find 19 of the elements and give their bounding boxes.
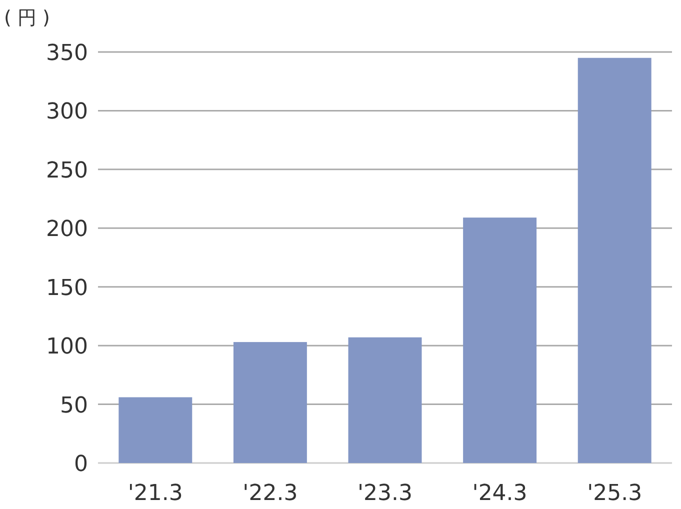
y-tick-label: 50 <box>60 393 88 418</box>
y-tick-label: 150 <box>46 276 88 301</box>
x-tick-label: '23.3 <box>357 481 413 506</box>
y-tick-label: 0 <box>74 452 88 477</box>
y-axis-title: ( 円 ) <box>4 7 50 29</box>
y-tick-label: 300 <box>46 100 88 125</box>
bar <box>118 397 192 463</box>
y-tick-label: 100 <box>46 334 88 360</box>
y-tick-label: 350 <box>46 41 88 66</box>
bar <box>233 342 307 463</box>
x-tick-label: '24.3 <box>472 481 528 506</box>
x-tick-label: '22.3 <box>242 481 298 506</box>
bar <box>348 337 422 463</box>
y-tick-label: 250 <box>46 158 88 184</box>
y-tick-label: 200 <box>46 217 88 242</box>
bar <box>578 58 652 463</box>
x-tick-label: '25.3 <box>587 481 642 506</box>
x-tick-label: '21.3 <box>128 481 183 506</box>
bar <box>463 218 537 463</box>
